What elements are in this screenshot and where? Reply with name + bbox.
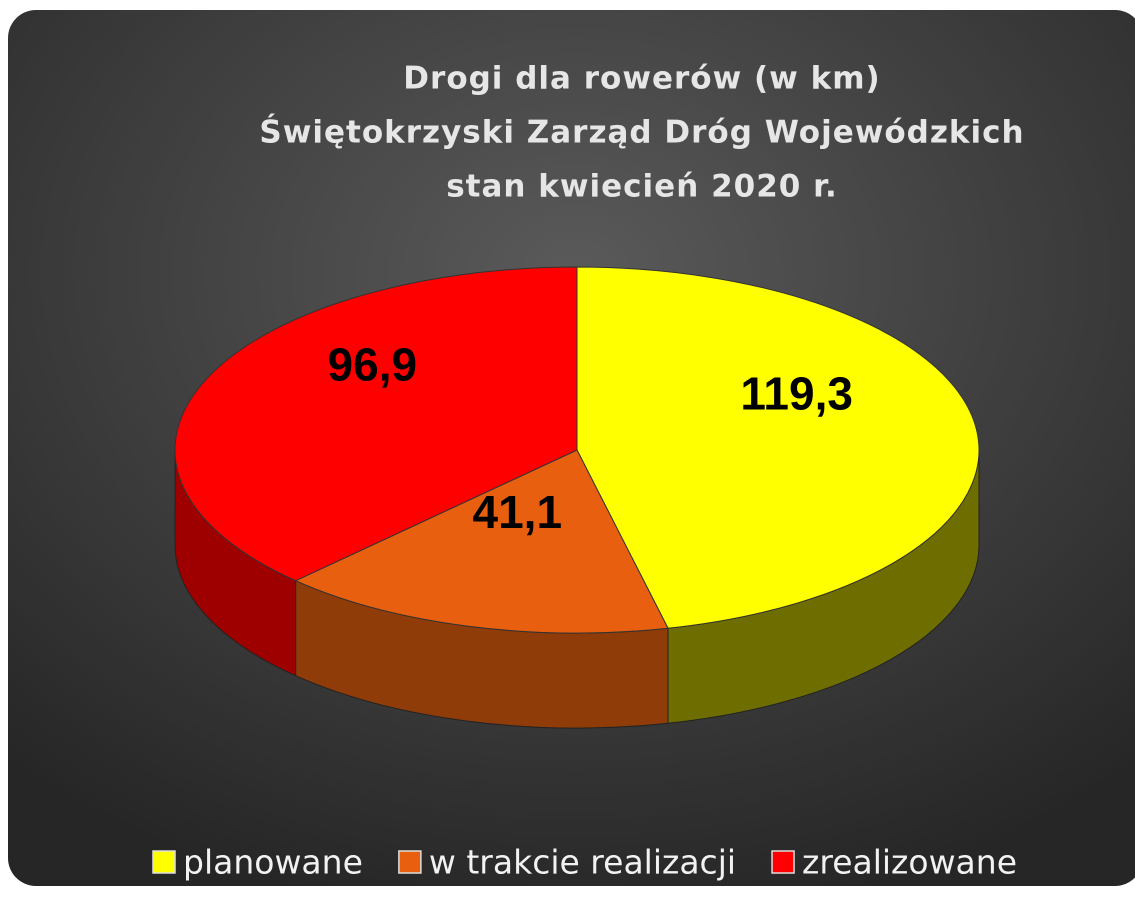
legend-swatch	[152, 850, 176, 874]
legend-label: w trakcie realizacji	[429, 843, 736, 882]
value-label: 96,9	[328, 339, 418, 391]
legend: planowane w trakcie realizacji zrealizowan…	[152, 843, 1017, 882]
legend-swatch	[398, 850, 422, 874]
chart-title-line: Świętokrzyski Zarząd Dróg Wojewódzkich	[259, 114, 1024, 151]
pie-slice	[294, 449, 669, 634]
pie-slice	[174, 266, 578, 582]
pie-slice	[576, 266, 980, 629]
chart-title-line: Drogi dla rowerów (w km)	[403, 61, 880, 97]
legend-label: planowane	[183, 843, 363, 882]
value-labels: 119,3 41,1 96,9	[328, 339, 853, 538]
value-label: 119,3	[740, 368, 853, 420]
legend-swatch	[771, 850, 795, 874]
value-label: 41,1	[473, 486, 563, 538]
legend-label: zrealizowane	[802, 843, 1017, 882]
chart-title-line: stan kwiecień 2020 r.	[446, 169, 838, 205]
pie-tops	[174, 266, 980, 634]
chart-title: Drogi dla rowerów (w km) Świętokrzyski Za…	[259, 61, 1024, 205]
